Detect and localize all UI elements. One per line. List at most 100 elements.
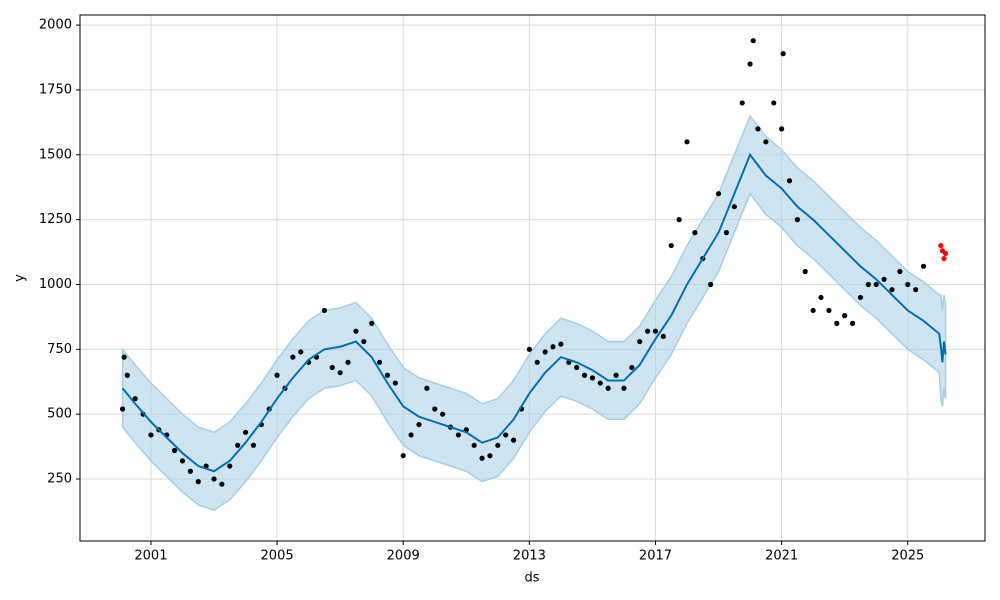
observed-point xyxy=(416,421,422,428)
observed-point xyxy=(652,328,659,334)
x-tick-label: 2017 xyxy=(639,549,672,564)
observed-point xyxy=(526,346,532,352)
observed-point xyxy=(826,307,832,314)
observed-point xyxy=(905,281,911,288)
observed-point xyxy=(337,370,343,376)
observed-point xyxy=(613,372,619,378)
observed-point xyxy=(660,333,666,339)
observed-point xyxy=(794,217,800,223)
y-axis-label: y xyxy=(13,274,28,282)
observed-point xyxy=(353,328,359,334)
uncertainty-band xyxy=(121,114,947,511)
observed-point xyxy=(849,320,856,326)
observed-point xyxy=(676,217,682,223)
observed-point xyxy=(574,364,580,371)
observed-point xyxy=(274,372,280,378)
observed-point xyxy=(715,191,722,197)
observed-point xyxy=(597,380,603,386)
x-tick-label: 2021 xyxy=(765,549,798,564)
observed-point xyxy=(780,51,786,57)
observed-point xyxy=(558,341,564,347)
observed-point xyxy=(889,287,895,293)
observed-point xyxy=(873,281,879,288)
observed-point xyxy=(731,204,737,210)
observed-point xyxy=(361,338,367,345)
observed-point xyxy=(121,354,127,360)
y-tick-label: 750 xyxy=(47,342,72,357)
observed-point xyxy=(455,432,461,438)
observed-point xyxy=(471,442,477,448)
observed-point xyxy=(920,263,927,269)
observed-point xyxy=(581,372,588,378)
future-point xyxy=(938,242,944,249)
observed-point xyxy=(432,406,438,412)
observed-point xyxy=(723,230,730,236)
y-tick-label: 250 xyxy=(47,472,72,487)
observed-point xyxy=(132,396,138,402)
observed-point xyxy=(384,372,391,378)
observed-point xyxy=(779,126,785,132)
observed-point xyxy=(242,429,249,435)
observed-point xyxy=(629,364,635,371)
future-point xyxy=(942,250,949,256)
observed-point xyxy=(605,385,611,391)
observed-point xyxy=(621,385,627,391)
future-point xyxy=(941,255,947,262)
observed-point xyxy=(881,276,887,282)
observed-point xyxy=(708,281,714,288)
observed-point xyxy=(503,432,509,438)
x-tick-label: 2009 xyxy=(387,549,420,564)
observed-point xyxy=(510,437,517,443)
observed-point xyxy=(290,354,296,360)
observed-point xyxy=(424,385,430,391)
observed-point xyxy=(148,432,154,438)
observed-point xyxy=(495,442,501,448)
y-tick-label: 1250 xyxy=(39,212,72,227)
observed-point xyxy=(644,328,651,334)
observed-point xyxy=(298,349,304,355)
observed-point xyxy=(802,268,808,275)
forecast-line xyxy=(121,152,947,473)
observed-point xyxy=(329,364,335,371)
observed-point xyxy=(195,479,201,485)
observed-point xyxy=(542,349,548,355)
observed-point xyxy=(750,38,756,44)
observed-point xyxy=(440,411,446,417)
observed-point xyxy=(550,344,556,350)
observed-point xyxy=(369,320,375,326)
observed-point xyxy=(786,178,793,184)
observed-point xyxy=(250,442,257,448)
observed-point xyxy=(668,242,674,249)
observed-point xyxy=(211,476,217,482)
observed-point xyxy=(227,463,233,469)
x-tick-label: 2001 xyxy=(134,549,167,564)
observed-point xyxy=(392,380,398,386)
observed-point xyxy=(913,287,919,293)
observed-point xyxy=(408,432,414,438)
observed-point xyxy=(187,468,193,474)
observed-point xyxy=(739,100,745,106)
observed-point xyxy=(747,61,753,67)
observed-point xyxy=(842,313,848,319)
observed-point xyxy=(857,294,864,301)
x-tick-label: 2005 xyxy=(261,549,294,564)
observed-point xyxy=(897,268,903,275)
observed-point xyxy=(755,126,761,132)
observed-point xyxy=(235,442,241,448)
observed-point xyxy=(684,139,690,145)
observed-point xyxy=(487,453,493,459)
observed-point xyxy=(119,406,126,412)
y-tick-label: 500 xyxy=(47,407,72,422)
observed-point xyxy=(124,372,130,378)
observed-point xyxy=(534,359,540,365)
observed-point xyxy=(321,307,327,314)
observed-point xyxy=(179,458,186,464)
observed-point xyxy=(810,307,816,314)
x-tick-label: 2013 xyxy=(513,549,546,564)
y-tick-label: 1000 xyxy=(39,277,72,292)
observed-point xyxy=(834,320,840,326)
y-tick-label: 2000 xyxy=(39,18,72,33)
x-axis-label: ds xyxy=(524,571,539,586)
y-tick-label: 1750 xyxy=(39,82,72,97)
